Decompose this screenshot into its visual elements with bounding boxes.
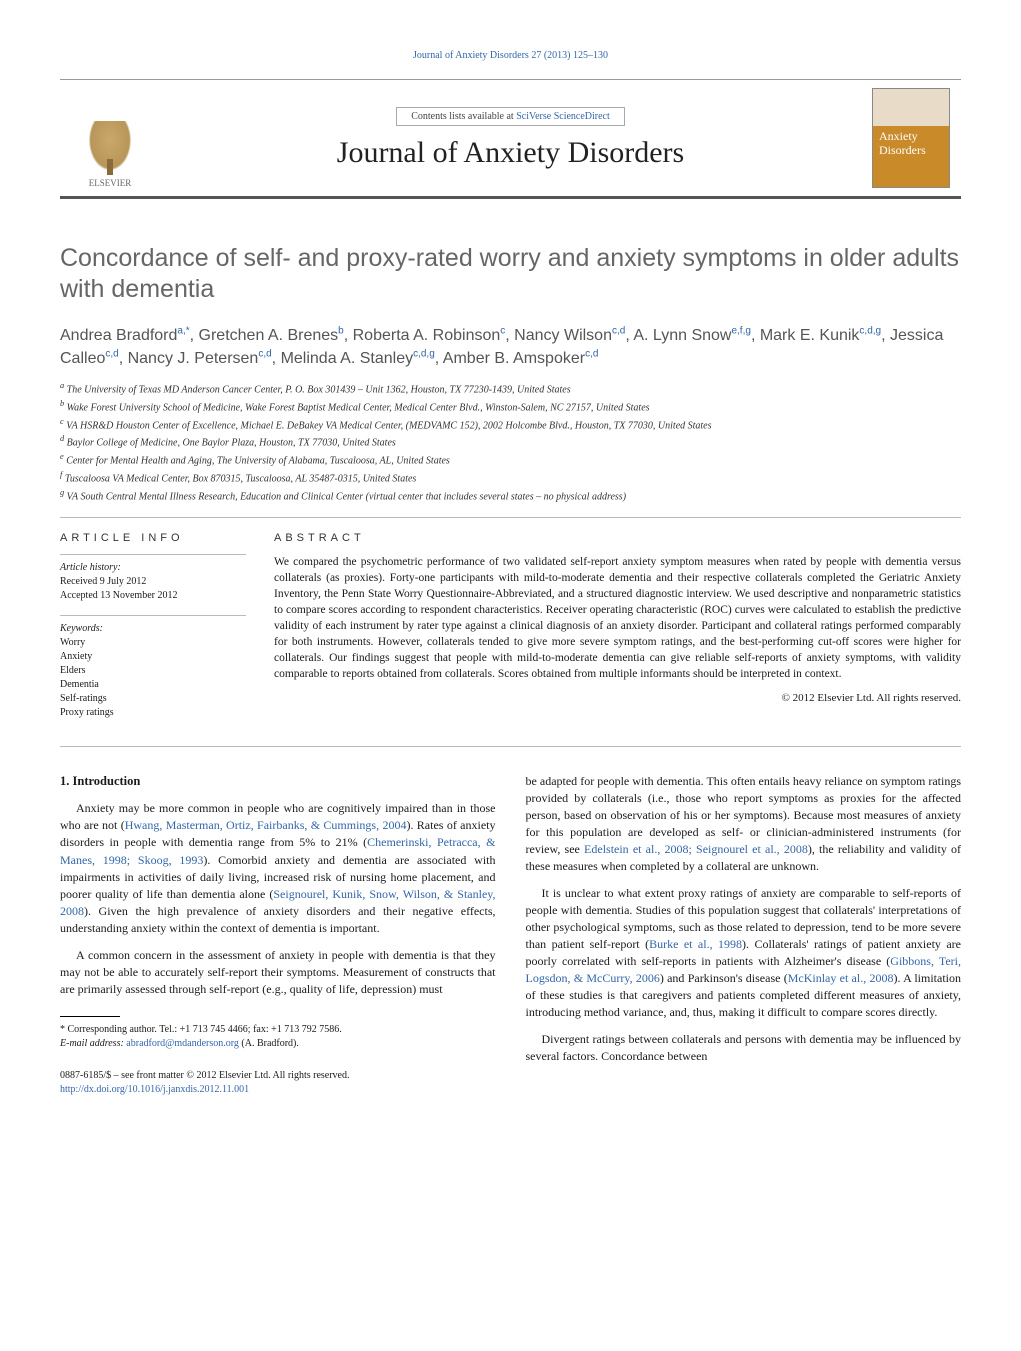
journal-cover-thumbnail: Anxiety Disorders [872, 88, 950, 188]
elsevier-tree-icon [85, 121, 135, 176]
footnote-line: E-mail address: abradford@mdanderson.org… [60, 1037, 496, 1051]
cover-thumb-cell: Anxiety Disorders [861, 80, 961, 196]
affiliation-line: g VA South Central Mental Illness Resear… [60, 487, 961, 505]
cover-word-1: Anxiety [879, 129, 943, 144]
section-heading-intro: 1. Introduction [60, 773, 496, 791]
body-column-left: 1. Introduction Anxiety may be more comm… [60, 773, 496, 1097]
abstract-label: ABSTRACT [274, 532, 961, 544]
body-column-right: be adapted for people with dementia. Thi… [526, 773, 962, 1097]
text-run: ). Given the high prevalence of anxiety … [60, 904, 496, 935]
footnote-line: * Corresponding author. Tel.: +1 713 745… [60, 1023, 496, 1037]
keywords-block: Keywords: WorryAnxietyEldersDementiaSelf… [60, 615, 246, 720]
info-abstract-row: ARTICLE INFO Article history: Received 9… [60, 518, 961, 747]
body-paragraph: be adapted for people with dementia. Thi… [526, 773, 962, 875]
affiliation-line: e Center for Mental Health and Aging, Th… [60, 451, 961, 469]
contents-prefix: Contents lists available at [411, 111, 516, 122]
article-history-block: Article history: Received 9 July 2012 Ac… [60, 554, 246, 603]
masthead-center: Contents lists available at SciVerse Sci… [160, 80, 861, 196]
affiliation-line: d Baylor College of Medicine, One Baylor… [60, 433, 961, 451]
keyword-item: Dementia [60, 678, 246, 692]
text-run: ) and Parkinson's disease ( [660, 971, 788, 985]
affiliation-line: f Tuscaloosa VA Medical Center, Box 8703… [60, 469, 961, 487]
citation-link[interactable]: McKinlay et al., 2008 [788, 971, 894, 985]
citation-link[interactable]: Edelstein et al., 2008; Seignourel et al… [584, 842, 808, 856]
body-paragraph: It is unclear to what extent proxy ratin… [526, 885, 962, 1021]
citation-link[interactable]: Burke et al., 1998 [649, 937, 742, 951]
affiliation-line: c VA HSR&D Houston Center of Excellence,… [60, 416, 961, 434]
publisher-logo-cell: ELSEVIER [60, 80, 160, 196]
keywords-list: WorryAnxietyEldersDementiaSelf-ratingsPr… [60, 636, 246, 720]
contents-available-line: Contents lists available at SciVerse Sci… [396, 107, 625, 126]
email-suffix: (A. Bradford). [239, 1038, 299, 1049]
email-label: E-mail address: [60, 1038, 126, 1049]
body-columns: 1. Introduction Anxiety may be more comm… [60, 773, 961, 1097]
body-paragraph: Anxiety may be more common in people who… [60, 800, 496, 936]
history-accepted: Accepted 13 November 2012 [60, 589, 246, 603]
journal-name: Journal of Anxiety Disorders [337, 136, 684, 170]
elsevier-logo: ELSEVIER [85, 121, 135, 188]
cover-word-2: Disorders [879, 143, 943, 158]
author-list: Andrea Bradforda,*, Gretchen A. Brenesb,… [60, 324, 961, 370]
abstract-copyright: © 2012 Elsevier Ltd. All rights reserved… [274, 692, 961, 704]
affiliation-line: a The University of Texas MD Anderson Ca… [60, 380, 961, 398]
keyword-item: Self-ratings [60, 692, 246, 706]
journal-masthead: ELSEVIER Contents lists available at Sci… [60, 79, 961, 199]
article-info-label: ARTICLE INFO [60, 532, 246, 544]
running-header: Journal of Anxiety Disorders 27 (2013) 1… [60, 50, 961, 61]
article-title: Concordance of self- and proxy-rated wor… [60, 243, 961, 306]
footnote-separator [60, 1016, 120, 1017]
keywords-label: Keywords: [60, 622, 246, 636]
article-info-column: ARTICLE INFO Article history: Received 9… [60, 518, 260, 746]
sciencedirect-link[interactable]: SciVerse ScienceDirect [516, 111, 610, 122]
body-paragraph: Divergent ratings between collaterals an… [526, 1031, 962, 1065]
citation-link[interactable]: Hwang, Masterman, Ortiz, Fairbanks, & Cu… [125, 818, 407, 832]
publisher-name: ELSEVIER [89, 178, 132, 188]
keyword-item: Anxiety [60, 650, 246, 664]
history-received: Received 9 July 2012 [60, 575, 246, 589]
corresponding-email-link[interactable]: abradford@mdanderson.org [126, 1038, 239, 1049]
affiliations-block: a The University of Texas MD Anderson Ca… [60, 380, 961, 518]
history-label: Article history: [60, 561, 246, 575]
doi-link[interactable]: http://dx.doi.org/10.1016/j.janxdis.2012… [60, 1084, 249, 1095]
abstract-column: ABSTRACT We compared the psychometric pe… [260, 518, 961, 746]
issn-line: 0887-6185/$ – see front matter © 2012 El… [60, 1069, 496, 1083]
keyword-item: Elders [60, 664, 246, 678]
front-matter-meta: 0887-6185/$ – see front matter © 2012 El… [60, 1069, 496, 1097]
affiliation-line: b Wake Forest University School of Medic… [60, 398, 961, 416]
keyword-item: Worry [60, 636, 246, 650]
corresponding-author-footnote: * Corresponding author. Tel.: +1 713 745… [60, 1023, 496, 1051]
abstract-text: We compared the psychometric performance… [274, 554, 961, 683]
keyword-item: Proxy ratings [60, 706, 246, 720]
body-paragraph: A common concern in the assessment of an… [60, 947, 496, 998]
